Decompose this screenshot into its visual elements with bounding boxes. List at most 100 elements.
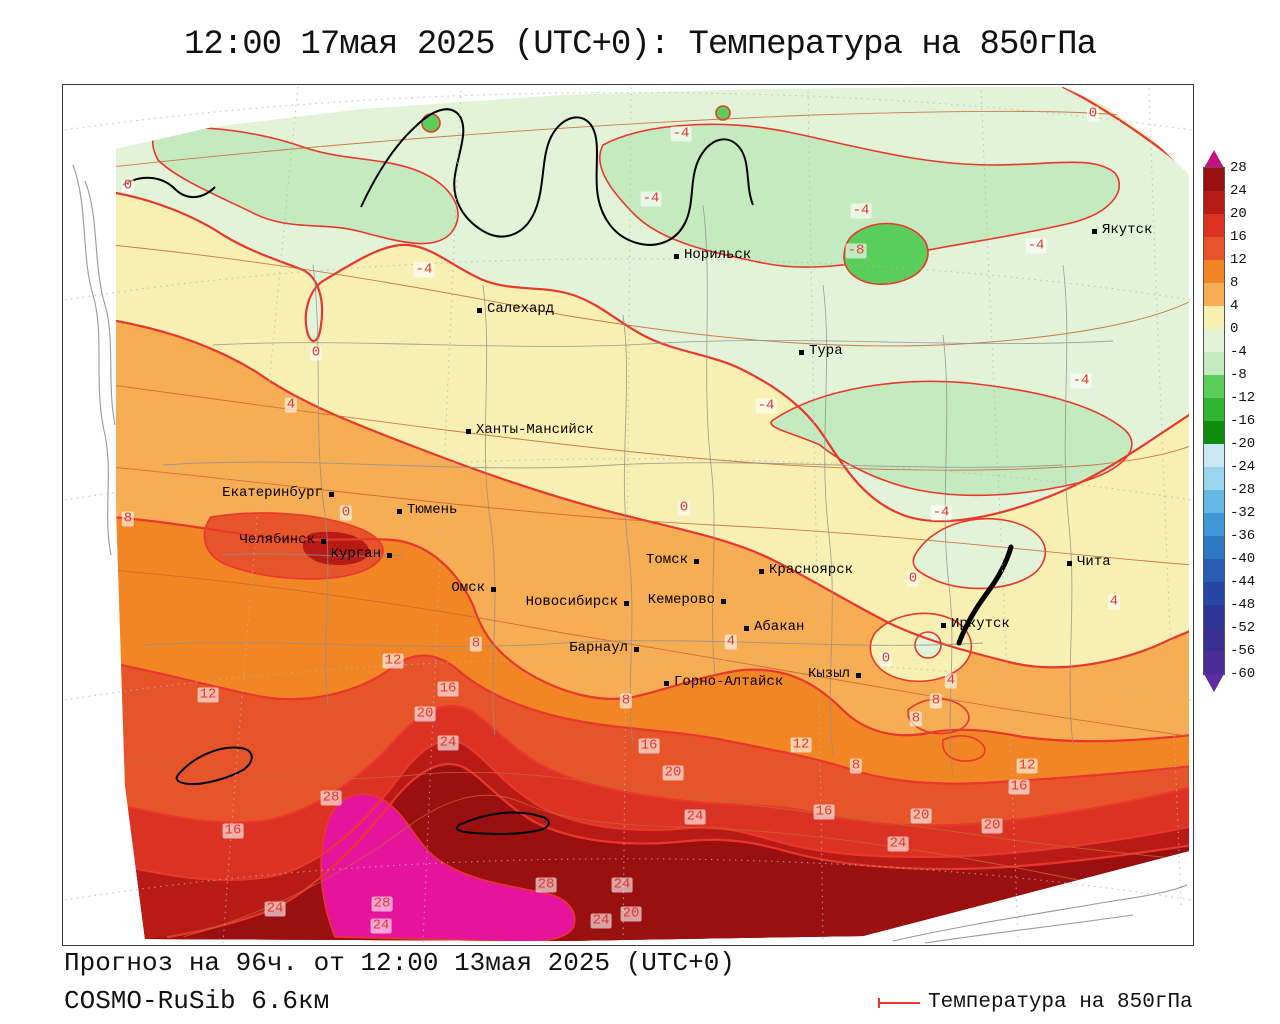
contour-label: -4	[850, 202, 872, 219]
scale-bar	[1204, 168, 1224, 674]
contour-label: 28	[535, 876, 557, 893]
model-info: COSMO-RuSib 6.6км	[64, 986, 330, 1016]
scale-segment	[1204, 559, 1224, 582]
scale-segment	[1204, 237, 1224, 260]
island-arc	[392, 87, 452, 102]
scale-label: -16	[1230, 413, 1256, 429]
city-dot	[856, 673, 861, 678]
contour-label: 8	[121, 510, 135, 527]
contour-label: -4	[1025, 237, 1047, 254]
scale-label: -8	[1230, 367, 1247, 383]
scale-segment	[1204, 513, 1224, 536]
scale-label: -28	[1230, 482, 1256, 498]
contour-label: 8	[849, 757, 863, 774]
contour-label: 4	[1107, 593, 1121, 610]
contour-label: 28	[371, 895, 393, 912]
temperature-field	[116, 87, 1189, 941]
contour-label: 0	[879, 650, 893, 667]
city-dot	[397, 509, 402, 514]
contour-label: -4	[1070, 372, 1092, 389]
contour-label: -4	[640, 190, 662, 207]
forecast-info: Прогноз на 96ч. от 12:00 13мая 2025 (UTC…	[64, 948, 735, 978]
contour-label: 16	[1008, 778, 1030, 795]
scale-label: -4	[1230, 344, 1247, 360]
city-dot	[491, 587, 496, 592]
city-dot	[694, 559, 699, 564]
patch-minus8-north	[599, 123, 1121, 268]
scale-segment	[1204, 214, 1224, 237]
color-scale: 28 24 20 16 12 8 4 0 -4 -8 -12 -16 -20 -…	[1204, 150, 1274, 710]
city-dot	[634, 647, 639, 652]
scale-segment	[1204, 421, 1224, 444]
graticule	[64, 86, 1192, 944]
contour-label: 12	[197, 686, 219, 703]
contour-label: -4	[670, 125, 692, 142]
contour-label: 4	[284, 396, 298, 413]
contour-label: 20	[662, 764, 684, 781]
city-label: Екатеринбург	[222, 485, 323, 501]
scale-label: -52	[1230, 620, 1256, 636]
scale-segment	[1204, 582, 1224, 605]
scale-segment	[1204, 628, 1224, 651]
contour-label: 8	[469, 635, 483, 652]
contour-label: 20	[620, 905, 642, 922]
city-label: Тюмень	[407, 502, 458, 518]
contour-label: 12	[1016, 757, 1038, 774]
city-label: Красноярск	[769, 562, 854, 578]
city-dot	[466, 429, 471, 434]
contour-label: 28	[320, 789, 342, 806]
city-dot	[799, 350, 804, 355]
contour-label: 16	[222, 822, 244, 839]
contour-label: 16	[638, 737, 660, 754]
scale-segment	[1204, 605, 1224, 628]
lake-baikal	[956, 544, 1014, 646]
scale-segment	[1204, 306, 1224, 329]
city-dot	[941, 623, 946, 628]
city-dot	[477, 308, 482, 313]
scale-label: 20	[1230, 206, 1247, 222]
scale-segment	[1204, 444, 1224, 467]
patch-minus8-east	[770, 380, 1133, 497]
city-label: Кемерово	[647, 592, 715, 608]
city-label: Тура	[809, 343, 843, 359]
baikal-cool-pocket	[912, 517, 1047, 590]
arctic-coast	[360, 108, 754, 246]
city-dot	[744, 626, 749, 631]
city-dot	[1067, 561, 1072, 566]
contour-label: 24	[437, 734, 459, 751]
city-label: Норильск	[684, 247, 752, 263]
scale-label: -32	[1230, 505, 1256, 521]
legend-label: Температура на 850гПа	[928, 991, 1193, 1014]
scale-segment	[1204, 490, 1224, 513]
city-label: Ханты-Мансийск	[476, 422, 594, 438]
city-dot	[321, 539, 326, 544]
contour-label: -4	[930, 504, 952, 521]
contour-label: 20	[414, 705, 436, 722]
scale-segment	[1204, 168, 1224, 191]
contour-label: 16	[813, 803, 835, 820]
scale-segment	[1204, 536, 1224, 559]
city-dot	[721, 599, 726, 604]
city-label: Салехард	[487, 301, 555, 317]
scale-label: -56	[1230, 643, 1256, 659]
contour-label: 4	[944, 672, 958, 689]
patch-minus8-nw	[151, 126, 459, 245]
contour-label: 12	[790, 736, 812, 753]
city-label: Абакан	[754, 619, 805, 635]
scale-segment	[1204, 260, 1224, 283]
admin-borders	[142, 204, 1114, 776]
contour-label: 8	[619, 692, 633, 709]
contour-label: 0	[309, 344, 323, 361]
contour-label: 0	[339, 504, 353, 521]
contour-label: 8	[909, 710, 923, 727]
city-label: Курган	[330, 546, 381, 562]
temperature-map	[64, 86, 1192, 944]
white-sea-coast	[122, 176, 216, 198]
contour-label: 20	[910, 807, 932, 824]
scale-segment	[1204, 651, 1224, 674]
contour-label: -8	[845, 242, 867, 259]
contour-label: 24	[887, 835, 909, 852]
contour-label: -4	[755, 397, 777, 414]
contour-label: 24	[590, 912, 612, 929]
